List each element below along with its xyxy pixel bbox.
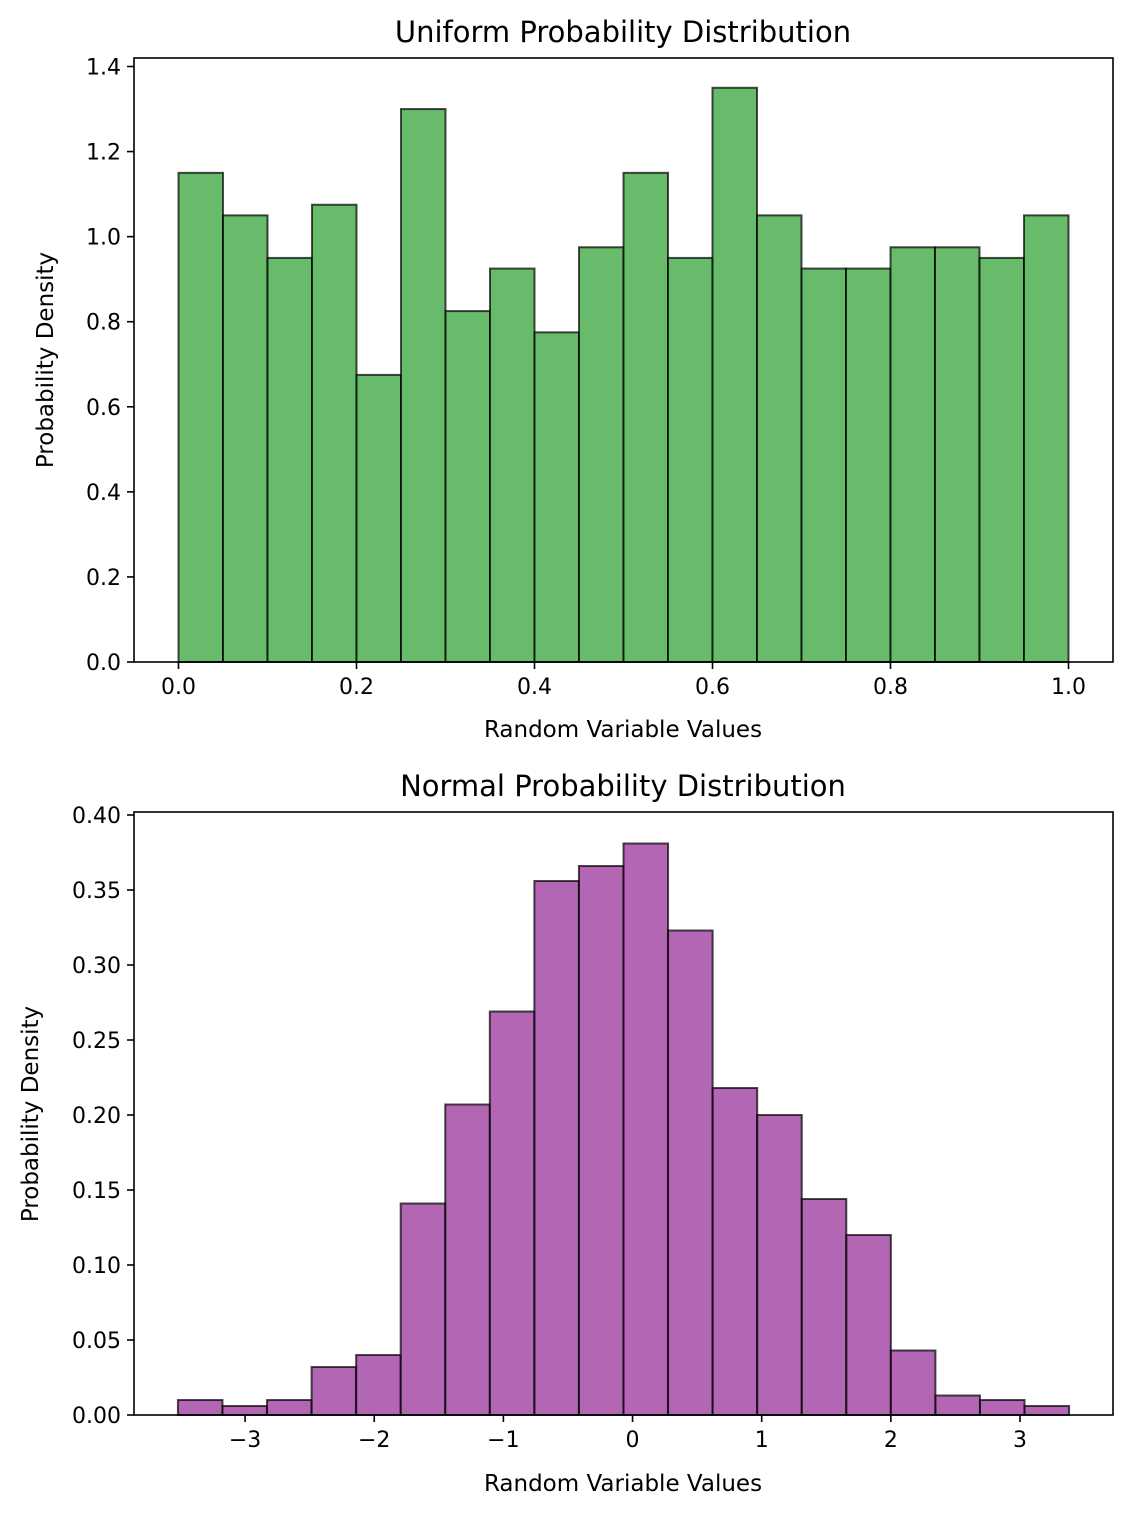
x-tick-label: 1 bbox=[755, 1428, 769, 1453]
x-tick-label: 0.0 bbox=[161, 675, 196, 700]
x-tick-label: 0.2 bbox=[339, 675, 374, 700]
y-tick-label: 0.6 bbox=[86, 396, 121, 421]
histogram-bar bbox=[934, 1394, 981, 1416]
histogram-bar bbox=[533, 331, 580, 663]
histogram-bar bbox=[489, 267, 536, 663]
histogram-bar bbox=[355, 1354, 402, 1416]
histogram-bar bbox=[845, 1234, 892, 1416]
y-tick-label: 1.0 bbox=[86, 226, 121, 251]
histogram-bar bbox=[177, 171, 224, 664]
y-tick-label: 0.00 bbox=[72, 1404, 121, 1429]
histogram-bar bbox=[889, 246, 936, 664]
y-tick-label: 0.10 bbox=[72, 1254, 121, 1279]
x-tick-label: 0.4 bbox=[517, 675, 552, 700]
x-tick-label: 0 bbox=[626, 1428, 640, 1453]
y-tick-label: 0.2 bbox=[86, 566, 121, 591]
y-axis-ticks: 0.00 0.05 0.10 0.15 0.20 0.25 0.30 0.35 0.40 bbox=[72, 804, 134, 1429]
histogram-bar bbox=[444, 310, 491, 663]
histogram-bar bbox=[221, 1405, 269, 1416]
x-axis-label: Random Variable Values bbox=[484, 717, 762, 743]
x-tick-label: 2 bbox=[884, 1428, 898, 1453]
histogram-bar bbox=[399, 1202, 447, 1416]
y-tick-label: 0.8 bbox=[86, 311, 121, 336]
histogram-bar bbox=[934, 246, 981, 664]
histogram-bar bbox=[667, 929, 714, 1416]
histogram-bar bbox=[444, 1103, 491, 1416]
plot-frame bbox=[133, 811, 1114, 1416]
x-tick-label: 1.0 bbox=[1051, 675, 1086, 700]
histogram-bar bbox=[800, 1198, 848, 1416]
y-axis-ticks: 0.0 0.2 0.4 0.6 0.8 1.0 1.2 1.4 bbox=[86, 56, 134, 676]
histogram-bar bbox=[577, 865, 625, 1416]
y-tick-label: 0.0 bbox=[86, 651, 121, 676]
histogram-bar bbox=[622, 842, 670, 1416]
histogram-bar bbox=[889, 1349, 937, 1416]
y-tick-label: 0.25 bbox=[72, 1029, 121, 1054]
histogram-bar bbox=[400, 108, 447, 664]
histogram-bar bbox=[1023, 1405, 1071, 1416]
y-tick-label: 1.4 bbox=[86, 56, 121, 81]
y-tick-label: 0.20 bbox=[72, 1104, 121, 1129]
y-tick-label: 0.05 bbox=[72, 1329, 121, 1354]
x-axis-ticks: −3 −2 −1 0 1 2 3 bbox=[229, 1415, 1027, 1453]
x-tick-label: −1 bbox=[487, 1428, 519, 1453]
y-tick-label: 0.15 bbox=[72, 1179, 121, 1204]
histogram-bar bbox=[711, 1087, 759, 1416]
x-tick-label: 0.8 bbox=[873, 675, 908, 700]
histogram-bar bbox=[978, 256, 1025, 663]
y-tick-label: 1.2 bbox=[86, 141, 121, 166]
x-tick-label: 3 bbox=[1013, 1428, 1027, 1453]
histogram-bar bbox=[266, 256, 313, 663]
histogram-bar bbox=[533, 880, 580, 1416]
normal-histogram-chart: Normal Probability Distribution −3 −2 −1 0 1… bbox=[18, 769, 1114, 1497]
x-tick-label: 0.6 bbox=[695, 675, 730, 700]
histogram-bar bbox=[978, 1399, 1026, 1416]
histogram-bars bbox=[177, 86, 1070, 664]
y-tick-label: 0.35 bbox=[72, 879, 121, 904]
histogram-bar bbox=[756, 1114, 803, 1416]
x-axis-label: Random Variable Values bbox=[484, 1471, 762, 1497]
histogram-bar bbox=[578, 246, 625, 664]
y-axis-label: Probability Density bbox=[18, 1006, 44, 1222]
chart-title: Normal Probability Distribution bbox=[400, 769, 846, 803]
histogram-bar bbox=[800, 267, 847, 663]
x-tick-label: −3 bbox=[229, 1428, 261, 1453]
x-axis-ticks: 0.0 0.2 0.4 0.6 0.8 1.0 bbox=[161, 662, 1086, 700]
histogram-bar bbox=[176, 1399, 224, 1416]
histogram-bars bbox=[176, 842, 1071, 1416]
chart-title: Uniform Probability Distribution bbox=[395, 15, 851, 49]
histogram-bar bbox=[222, 214, 269, 663]
plot-frame bbox=[133, 57, 1114, 663]
y-tick-label: 0.4 bbox=[86, 481, 121, 506]
histogram-bar bbox=[667, 256, 714, 663]
histogram-bar bbox=[845, 267, 892, 663]
histogram-bar bbox=[266, 1399, 313, 1416]
histogram-bar bbox=[711, 86, 758, 663]
histogram-bar bbox=[756, 214, 803, 663]
histogram-bar bbox=[310, 1366, 358, 1416]
histogram-bar bbox=[488, 1010, 536, 1416]
histogram-bar bbox=[622, 171, 669, 664]
histogram-bar bbox=[355, 373, 402, 663]
histogram-bar bbox=[1023, 214, 1070, 663]
uniform-histogram-chart: Uniform Probability Distribution 0.0 0.2 0… bbox=[33, 15, 1114, 743]
y-axis-label: Probability Density bbox=[33, 252, 59, 468]
x-tick-label: −2 bbox=[358, 1428, 390, 1453]
histogram-bar bbox=[311, 203, 358, 663]
y-tick-label: 0.40 bbox=[72, 804, 121, 829]
y-tick-label: 0.30 bbox=[72, 954, 121, 979]
